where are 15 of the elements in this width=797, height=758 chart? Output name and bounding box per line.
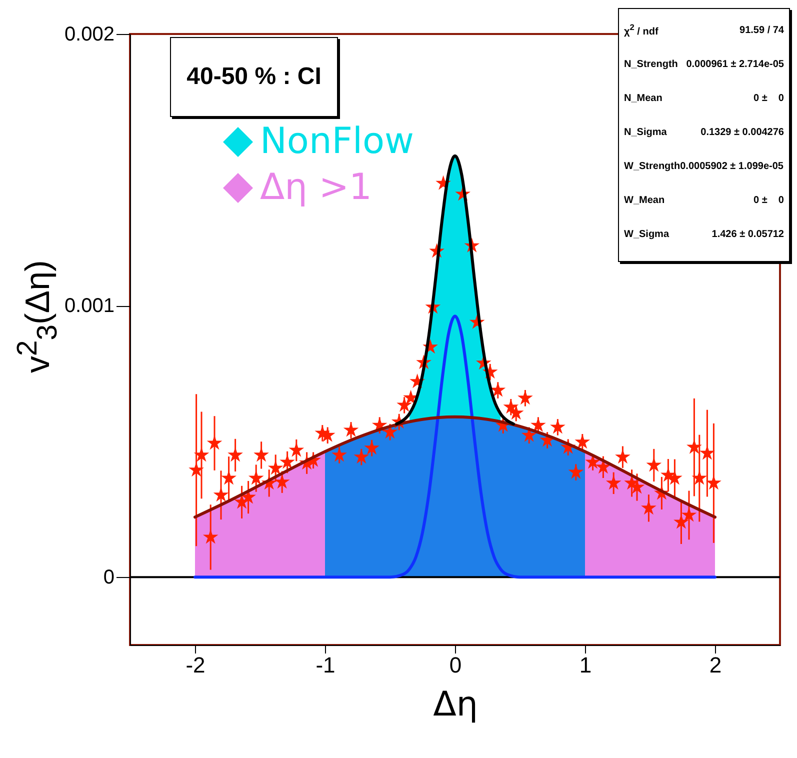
y-tick-label: 0.002	[64, 24, 114, 46]
x-tick-label: 1	[579, 652, 592, 678]
stats-box: χ$^{2}$ / ndf 91.59 / 74 N_Strength 0.000961 ± 2.714e-05 N_Mean 0 ± 0 N_Sigma 0.1329 ± 0.004276 W_Strength0.0005902 ± 1.099e-05 W_Mean 0 ± 0 W_Sigma 1.426 ± 0.05712	[618, 8, 790, 262]
legend-label: NonFlow	[260, 121, 414, 162]
x-axis-title: Δη	[433, 684, 478, 724]
x-tick-label: 2	[709, 652, 722, 678]
x-tick-label: -1	[316, 652, 336, 678]
y-tick-label: 0.001	[64, 295, 114, 318]
annotation: W_Strength0.0005902 ± 1.099e-05	[624, 160, 784, 172]
text: 40-50 % : CI	[170, 37, 338, 117]
legend-label: Δη >1	[260, 167, 372, 208]
annotation: N_Strength 0.000961 ± 2.714e-05	[624, 58, 784, 70]
x-tick-label: -2	[186, 652, 206, 678]
x-tick-label: 0	[449, 652, 462, 678]
y-tick-label: 0	[103, 566, 114, 589]
